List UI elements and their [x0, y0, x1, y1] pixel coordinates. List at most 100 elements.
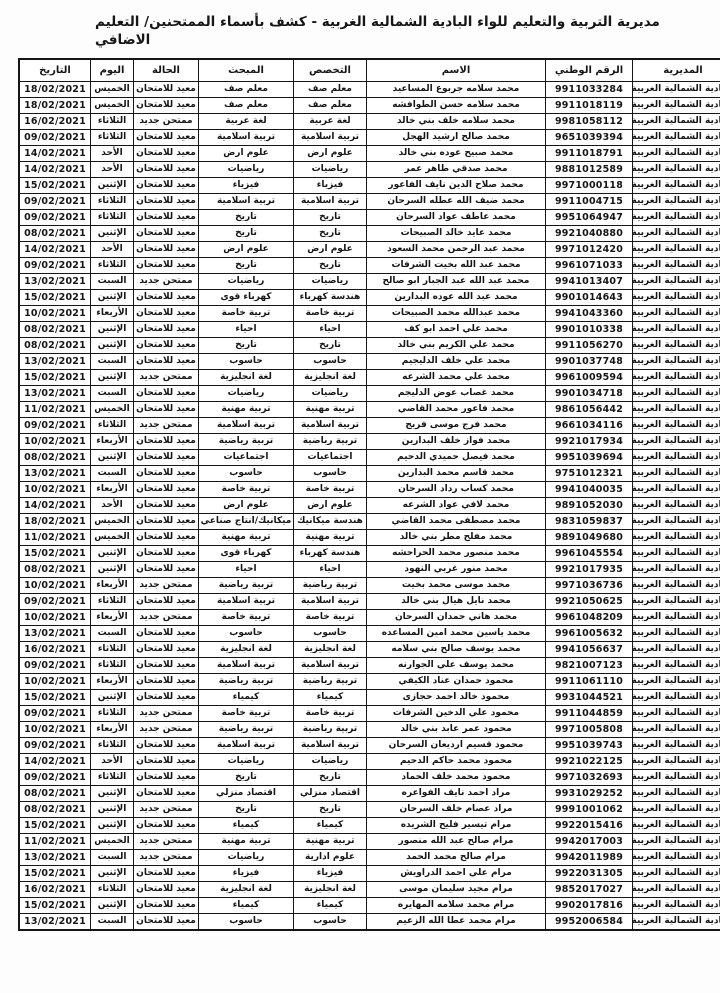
cell-date: 08/02/2021	[19, 338, 91, 354]
cell-specialization: تربية خاصة	[294, 482, 367, 498]
cell-status: معيد للامتحان	[134, 466, 199, 482]
cell-date: 10/02/2021	[19, 674, 91, 690]
cell-date: 16/02/2021	[19, 882, 91, 898]
cell-subject: لغة انجليزية	[199, 642, 294, 658]
cell-directorate: البادية الشمالية الغربية	[633, 802, 720, 818]
cell-specialization: حاسوب	[294, 914, 367, 931]
cell-status: معيد للامتحان	[134, 530, 199, 546]
cell-subject: حاسوب	[199, 354, 294, 370]
cell-name: مرام صالح عبد الله منصور	[367, 834, 546, 850]
cell-subject: تربية خاصة	[199, 610, 294, 626]
cell-name: محمد صالح ارشيد الهجل	[367, 130, 546, 146]
cell-specialization: اجتماعيات	[294, 450, 367, 466]
cell-date: 09/02/2021	[19, 194, 91, 210]
cell-subject: رياضيات	[199, 386, 294, 402]
cell-subject: حاسوب	[199, 626, 294, 642]
cell-national_id: 9911018791	[546, 146, 633, 162]
cell-national_id: 9821007123	[546, 658, 633, 674]
cell-directorate: البادية الشمالية الغربية	[633, 434, 720, 450]
cell-national_id: 9922031305	[546, 866, 633, 882]
cell-subject: تاريخ	[199, 210, 294, 226]
cell-directorate: البادية الشمالية الغربية	[633, 882, 720, 898]
cell-name: محمد عايد خالد الصبيحات	[367, 226, 546, 242]
cell-national_id: 9911033284	[546, 82, 633, 98]
cell-national_id: 9961009594	[546, 370, 633, 386]
cell-national_id: 9971032693	[546, 770, 633, 786]
cell-date: 09/02/2021	[19, 658, 91, 674]
cell-status: معيد للامتحان	[134, 770, 199, 786]
cell-date: 09/02/2021	[19, 770, 91, 786]
cell-status: معيد للامتحان	[134, 882, 199, 898]
cell-national_id: 9941013407	[546, 274, 633, 290]
cell-directorate: البادية الشمالية الغربية	[633, 850, 720, 866]
table-row: البادية الشمالية الغربية9911044859محمود …	[19, 706, 720, 722]
cell-directorate: البادية الشمالية الغربية	[633, 258, 720, 274]
cell-subject: كهرباء قوى	[199, 546, 294, 562]
cell-specialization: تاريخ	[294, 226, 367, 242]
cell-day: الأحد	[91, 498, 134, 514]
cell-national_id: 9881012589	[546, 162, 633, 178]
cell-subject: تاريخ	[199, 338, 294, 354]
cell-name: محمود محمد حاكم الدحيم	[367, 754, 546, 770]
cell-day: الإثنين	[91, 690, 134, 706]
cell-directorate: البادية الشمالية الغربية	[633, 210, 720, 226]
cell-national_id: 9951064947	[546, 210, 633, 226]
cell-name: محمد صدقي طاهر عمر	[367, 162, 546, 178]
cell-date: 09/02/2021	[19, 130, 91, 146]
cell-national_id: 9891049680	[546, 530, 633, 546]
cell-name: محمد فيصل حميدي الدحيم	[367, 450, 546, 466]
cell-subject: علوم ارض	[199, 498, 294, 514]
column-header-date: التاريخ	[19, 59, 91, 82]
cell-date: 15/02/2021	[19, 370, 91, 386]
cell-specialization: هندسة كهرباء	[294, 290, 367, 306]
cell-date: 10/02/2021	[19, 482, 91, 498]
cell-directorate: البادية الشمالية الغربية	[633, 194, 720, 210]
cell-national_id: 9961071033	[546, 258, 633, 274]
cell-status: معيد للامتحان	[134, 898, 199, 914]
cell-specialization: تربية مهنية	[294, 530, 367, 546]
cell-directorate: البادية الشمالية الغربية	[633, 274, 720, 290]
cell-national_id: 9971000118	[546, 178, 633, 194]
cell-directorate: البادية الشمالية الغربية	[633, 530, 720, 546]
cell-directorate: البادية الشمالية الغربية	[633, 626, 720, 642]
cell-date: 08/02/2021	[19, 226, 91, 242]
cell-national_id: 9911061110	[546, 674, 633, 690]
cell-name: محمود محمد خلف الحماد	[367, 770, 546, 786]
cell-name: محمد يوسف علي الجوارنه	[367, 658, 546, 674]
cell-name: محمد منور غربي النهود	[367, 562, 546, 578]
cell-directorate: البادية الشمالية الغربية	[633, 178, 720, 194]
cell-national_id: 9941056637	[546, 642, 633, 658]
cell-directorate: البادية الشمالية الغربية	[633, 450, 720, 466]
cell-name: محمد علي خلف الدليجيم	[367, 354, 546, 370]
cell-date: 09/02/2021	[19, 210, 91, 226]
cell-name: محمود حمدان عناد الكيفي	[367, 674, 546, 690]
cell-directorate: البادية الشمالية الغربية	[633, 786, 720, 802]
cell-directorate: البادية الشمالية الغربية	[633, 546, 720, 562]
cell-name: محمد فاعور محمد القاضي	[367, 402, 546, 418]
cell-date: 16/02/2021	[19, 114, 91, 130]
cell-directorate: البادية الشمالية الغربية	[633, 98, 720, 114]
cell-day: الثلاثاء	[91, 882, 134, 898]
cell-date: 14/02/2021	[19, 498, 91, 514]
cell-directorate: البادية الشمالية الغربية	[633, 562, 720, 578]
cell-directorate: البادية الشمالية الغربية	[633, 914, 720, 931]
cell-status: معيد للامتحان	[134, 402, 199, 418]
cell-day: الإثنين	[91, 866, 134, 882]
cell-subject: لغة انجليزية	[199, 882, 294, 898]
cell-subject: لغة عربية	[199, 114, 294, 130]
cell-day: الأحد	[91, 162, 134, 178]
cell-subject: اقتصاد منزلي	[199, 786, 294, 802]
